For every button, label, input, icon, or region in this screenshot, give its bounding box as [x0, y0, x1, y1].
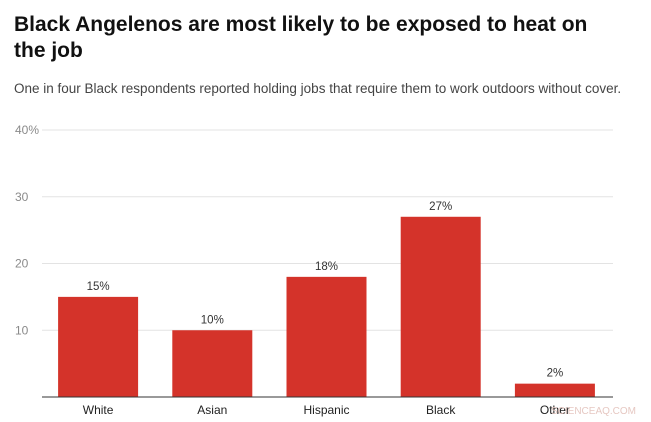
y-tick-label-20: 20: [15, 257, 29, 271]
bar-other: [514, 383, 595, 397]
data-label-asian: 10%: [201, 314, 224, 326]
x-tick-label-black: Black: [426, 403, 456, 417]
bar-black: [400, 216, 481, 397]
watermark-text: SCIENCEAQ.COM: [551, 406, 636, 417]
chart-title: Black Angelenos are most likely to be ex…: [14, 13, 588, 62]
chart-subtitle: One in four Black respondents reported h…: [14, 81, 622, 96]
y-tick-label-30: 30: [15, 190, 29, 204]
x-tick-label-hispanic: Hispanic: [303, 403, 349, 417]
data-label-white: 15%: [87, 281, 110, 293]
x-tick-label-other: Other: [540, 403, 570, 417]
data-label-black: 27%: [429, 201, 452, 213]
data-label-other: 2%: [547, 368, 564, 380]
y-tick-label-40: 40%: [15, 123, 39, 137]
bar-hispanic: [286, 276, 367, 397]
x-tick-label-asian: Asian: [197, 403, 227, 417]
bars: [58, 216, 595, 397]
bar-white: [58, 296, 139, 397]
bar-asian: [172, 330, 253, 397]
data-label-hispanic: 18%: [315, 261, 338, 273]
axes: 10 20 30 40% White Asian Hispanic Black OtherSCI…: [15, 123, 636, 417]
y-tick-label-10: 10: [15, 323, 29, 337]
x-tick-label-white: White: [83, 403, 114, 417]
data-labels: 15% 10% 18% 27% 2%: [87, 201, 564, 380]
